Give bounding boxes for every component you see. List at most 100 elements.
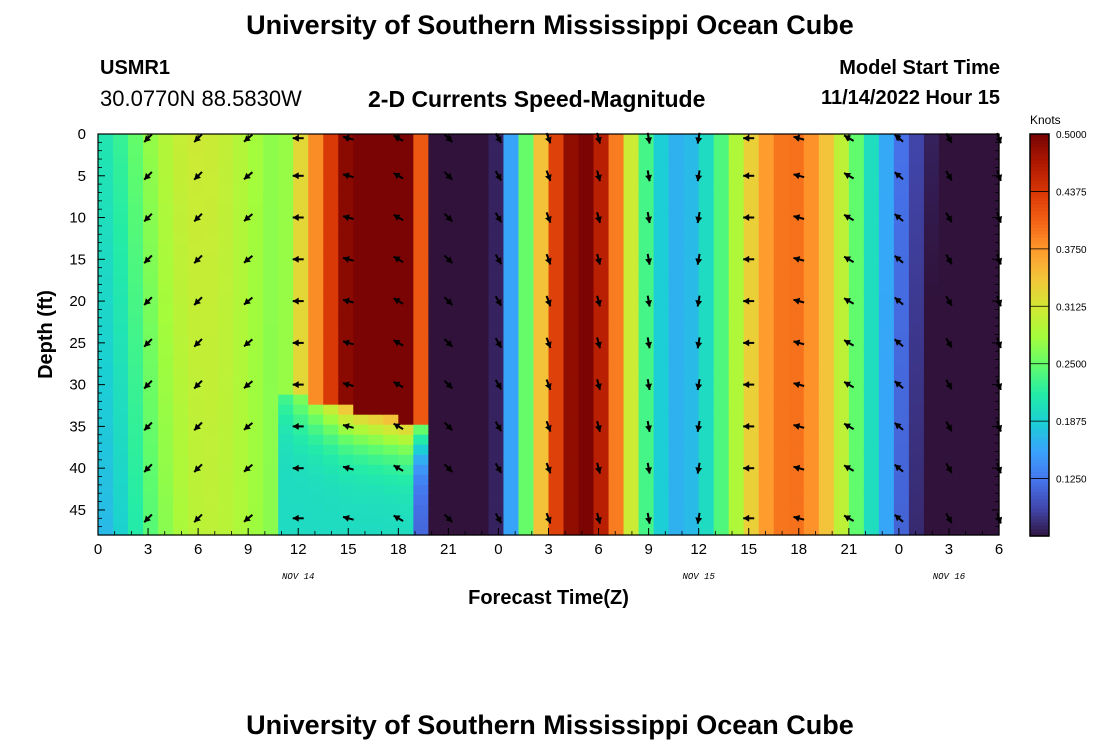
vector-head	[945, 382, 952, 390]
heatmap-cell	[878, 204, 895, 215]
vector-head	[244, 214, 251, 222]
heatmap-cell	[698, 474, 715, 486]
heatmap-cell	[953, 444, 970, 456]
heatmap-cell	[473, 144, 490, 155]
heatmap-cell	[713, 224, 730, 235]
heatmap-cell	[983, 504, 1000, 516]
heatmap-cell	[833, 514, 850, 526]
heatmap-cell	[668, 274, 685, 285]
vector-head	[393, 515, 401, 522]
speed-heatmap	[98, 134, 1000, 536]
heatmap-cell	[548, 264, 565, 275]
heatmap-cell	[413, 204, 429, 215]
heatmap-cell	[653, 404, 670, 416]
heatmap-cell	[113, 254, 129, 265]
heatmap-cell	[263, 324, 279, 336]
heatmap-cell	[263, 244, 279, 255]
heatmap-cell	[128, 404, 144, 416]
heatmap-cell	[488, 344, 505, 356]
heatmap-cell	[353, 324, 369, 336]
heatmap-cell	[98, 174, 114, 185]
heatmap-cell	[113, 504, 129, 516]
vector-head	[595, 466, 602, 474]
heatmap-cell	[518, 474, 535, 486]
heatmap-cell	[713, 194, 730, 205]
current-vector	[193, 513, 203, 523]
heatmap-cell	[878, 144, 895, 155]
heatmap-cell	[128, 194, 144, 205]
colorbar-cell	[1030, 405, 1049, 410]
vector-head	[445, 381, 453, 389]
heatmap-cell	[728, 504, 745, 516]
colorbar-tick-label: 0.3125	[1056, 302, 1087, 313]
heatmap-cell	[248, 344, 264, 356]
heatmap-cell	[578, 484, 595, 496]
heatmap-cell	[338, 464, 354, 476]
current-vector	[342, 464, 354, 472]
heatmap-cell	[593, 494, 610, 506]
heatmap-cell	[623, 444, 640, 456]
heatmap-cell	[113, 194, 129, 205]
heatmap-cell	[173, 464, 189, 476]
current-vector	[645, 337, 652, 349]
heatmap-cell	[788, 474, 805, 486]
heatmap-cell	[188, 444, 204, 456]
heatmap-cell	[623, 404, 640, 416]
heatmap-cell	[638, 224, 655, 235]
heatmap-cell	[788, 144, 805, 155]
heatmap-cell	[443, 244, 459, 255]
colorbar-cell	[1030, 268, 1049, 272]
heatmap-cell	[143, 294, 159, 306]
heatmap-cell	[968, 304, 985, 316]
heatmap-cell	[788, 314, 805, 326]
heatmap-cell	[308, 494, 324, 506]
x-tick-label: 18	[790, 541, 807, 558]
heatmap-cell	[563, 294, 580, 306]
vector-head	[194, 135, 201, 143]
heatmap-cell	[908, 524, 925, 536]
heatmap-cell	[458, 134, 475, 145]
heatmap-cell	[338, 354, 354, 366]
heatmap-cell	[98, 354, 114, 366]
heatmap-cell	[488, 354, 505, 366]
colorbar-cell	[1030, 284, 1049, 289]
heatmap-cell	[233, 154, 249, 165]
heatmap-cell	[413, 234, 429, 245]
heatmap-cell	[458, 184, 475, 195]
heatmap-cell	[458, 304, 475, 316]
heatmap-cell	[548, 494, 565, 506]
heatmap-cell	[713, 474, 730, 486]
current-vector	[793, 464, 805, 472]
heatmap-cell	[548, 444, 565, 456]
heatmap-cell	[803, 374, 820, 386]
colorbar-tick-label: 0.1875	[1056, 417, 1087, 428]
heatmap-cell	[398, 144, 414, 155]
heatmap-cell	[578, 154, 595, 165]
heatmap-cell	[428, 404, 444, 416]
current-vector	[743, 514, 755, 522]
heatmap-cell	[473, 234, 490, 245]
heatmap-cell	[218, 414, 234, 426]
heatmap-cell	[113, 294, 129, 306]
heatmap-cell	[488, 244, 505, 255]
heatmap-cell	[608, 474, 625, 486]
heatmap-cell	[503, 334, 520, 346]
current-vector	[843, 297, 855, 305]
heatmap-cell	[968, 364, 985, 376]
vector-head	[144, 465, 151, 473]
heatmap-cell	[188, 434, 204, 446]
colorbar-cell	[1030, 278, 1049, 282]
heatmap-cell	[533, 224, 550, 235]
heatmap-cell	[533, 194, 550, 205]
heatmap-cell	[263, 224, 279, 235]
heatmap-cell	[803, 414, 820, 426]
heatmap-cell	[503, 304, 520, 316]
heatmap-cell	[968, 284, 985, 296]
heatmap-cell	[203, 334, 219, 346]
heatmap-cell	[728, 214, 745, 225]
heatmap-cell	[818, 144, 835, 155]
heatmap-cell	[368, 364, 384, 376]
heatmap-cell	[878, 464, 895, 476]
heatmap-cell	[728, 464, 745, 476]
heatmap-cell	[818, 354, 835, 366]
